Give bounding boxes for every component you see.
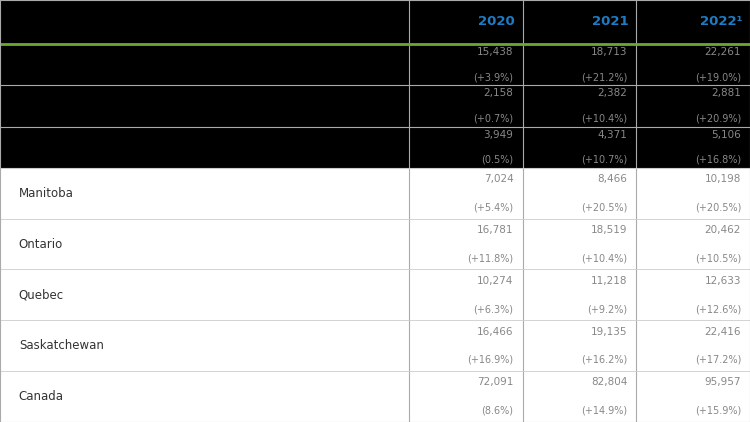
Text: 2022¹: 2022¹: [700, 16, 742, 28]
Text: Quebec: Quebec: [19, 288, 64, 301]
Text: 19,135: 19,135: [591, 327, 627, 337]
Text: (+5.4%): (+5.4%): [473, 203, 514, 212]
Text: 10,198: 10,198: [705, 174, 741, 184]
Text: 15,438: 15,438: [477, 47, 514, 57]
Text: (+0.7%): (+0.7%): [473, 114, 514, 123]
Text: (+16.8%): (+16.8%): [694, 154, 741, 165]
Text: (+3.9%): (+3.9%): [473, 72, 514, 82]
Text: 22,261: 22,261: [704, 47, 741, 57]
Text: 4,371: 4,371: [597, 130, 627, 140]
Text: 10,274: 10,274: [477, 276, 514, 286]
Text: (+10.4%): (+10.4%): [581, 114, 627, 123]
Text: (+19.0%): (+19.0%): [694, 72, 741, 82]
Text: (+20.9%): (+20.9%): [694, 114, 741, 123]
Text: 2,881: 2,881: [711, 89, 741, 98]
Bar: [0, 320, 750, 371]
Text: 2021: 2021: [592, 16, 628, 28]
Text: (+16.2%): (+16.2%): [581, 355, 627, 365]
Text: (+15.9%): (+15.9%): [694, 406, 741, 416]
Text: 12,633: 12,633: [704, 276, 741, 286]
Bar: [0, 219, 750, 270]
Text: 95,957: 95,957: [704, 377, 741, 387]
Bar: [0, 0, 750, 44]
Text: (+10.7%): (+10.7%): [581, 154, 627, 165]
Bar: [0, 44, 750, 85]
Text: 11,218: 11,218: [591, 276, 627, 286]
Text: Saskatchewan: Saskatchewan: [19, 339, 104, 352]
Bar: [0, 270, 750, 320]
Text: 2020: 2020: [478, 16, 515, 28]
Text: 7,024: 7,024: [484, 174, 514, 184]
Text: (8.6%): (8.6%): [482, 406, 514, 416]
Text: 18,713: 18,713: [591, 47, 627, 57]
Text: (+11.8%): (+11.8%): [467, 253, 514, 263]
Text: 82,804: 82,804: [591, 377, 627, 387]
Bar: [0, 371, 750, 422]
Text: (+20.5%): (+20.5%): [694, 203, 741, 212]
Text: (+6.3%): (+6.3%): [473, 304, 514, 314]
Text: 18,519: 18,519: [591, 225, 627, 235]
Text: 72,091: 72,091: [477, 377, 514, 387]
Text: (+16.9%): (+16.9%): [467, 355, 514, 365]
Text: (+10.5%): (+10.5%): [694, 253, 741, 263]
Text: 16,466: 16,466: [477, 327, 514, 337]
Text: 20,462: 20,462: [705, 225, 741, 235]
Text: Ontario: Ontario: [19, 238, 63, 251]
Text: (+14.9%): (+14.9%): [581, 406, 627, 416]
Text: (0.5%): (0.5%): [482, 154, 514, 165]
Text: 16,781: 16,781: [477, 225, 514, 235]
Text: 5,106: 5,106: [711, 130, 741, 140]
Text: (+9.2%): (+9.2%): [587, 304, 627, 314]
Text: (+10.4%): (+10.4%): [581, 253, 627, 263]
Text: 8,466: 8,466: [597, 174, 627, 184]
Text: Manitoba: Manitoba: [19, 187, 74, 200]
Text: 22,416: 22,416: [704, 327, 741, 337]
Text: 2,382: 2,382: [597, 89, 627, 98]
Text: 3,949: 3,949: [484, 130, 514, 140]
Text: (+17.2%): (+17.2%): [694, 355, 741, 365]
Text: (+20.5%): (+20.5%): [580, 203, 627, 212]
Text: (+12.6%): (+12.6%): [694, 304, 741, 314]
Bar: [0, 168, 750, 219]
Bar: [0, 127, 750, 168]
Text: 2,158: 2,158: [484, 89, 514, 98]
Bar: [0, 85, 750, 127]
Text: (+21.2%): (+21.2%): [580, 72, 627, 82]
Text: Canada: Canada: [19, 390, 64, 403]
